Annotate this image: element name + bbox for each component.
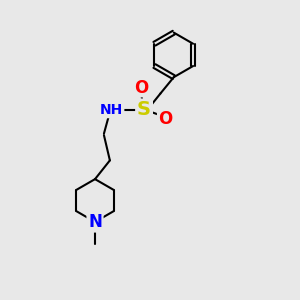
Text: NH: NH — [100, 103, 123, 117]
Text: O: O — [134, 79, 148, 97]
Text: S: S — [137, 100, 151, 119]
Text: N: N — [88, 213, 102, 231]
Text: O: O — [158, 110, 172, 128]
